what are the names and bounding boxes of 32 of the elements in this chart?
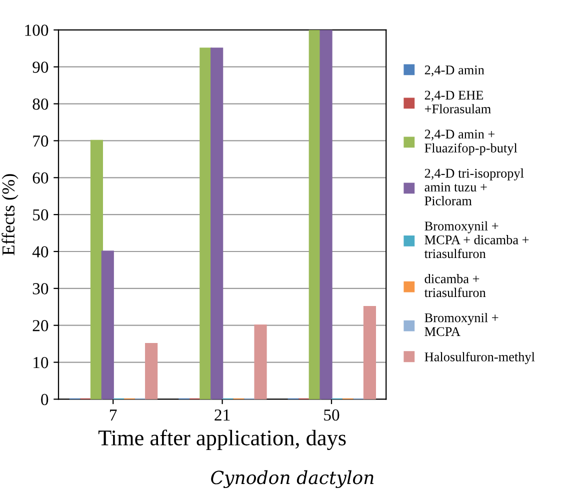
text: Cynodon dactylon (211, 470, 374, 488)
y-tick-label: 100 (25, 24, 48, 36)
y-tick-label: 90 (32, 62, 48, 73)
x-axis-title: Time after application, days (98, 430, 346, 450)
bar (210, 48, 224, 400)
legend-label: Bromoxynil + MCPA + dicamba + triasulfuron (424, 221, 529, 258)
bar (101, 250, 114, 400)
legend-label: 2,4-D amin + Fluazifop-p-butyl (424, 130, 518, 156)
legend-label: 2,4-D EHE +Florasulam (424, 90, 491, 114)
bar (145, 342, 158, 400)
bar (254, 324, 267, 400)
legend-label: Bromoxynil + MCPA (424, 312, 498, 336)
y-tick-label: 50 (33, 209, 48, 221)
x-tick-label: 7 (110, 410, 117, 420)
y-tick-label: 10 (34, 356, 48, 368)
y-tick-label: 0 (41, 394, 48, 406)
y-tick-label: 80 (32, 98, 48, 110)
y-tick-label: 40 (32, 246, 48, 258)
bar (320, 30, 332, 400)
legend-label: 2,4-D amin (424, 66, 484, 76)
y-tick-label: 60 (32, 172, 48, 184)
legend-label: dicamba + triasulfuron (424, 274, 486, 298)
y-axis-title: Effects (%) (2, 174, 18, 256)
bar (90, 140, 104, 400)
y-tick-label: 30 (32, 283, 48, 294)
legend-label: 2,4-D tri-isopropyl amin tuzu + Picloram (424, 168, 524, 206)
bar (363, 306, 376, 400)
x-tick-label: 21 (214, 409, 230, 420)
legend-label: Halosulfuron-methyl (424, 352, 535, 364)
x-tick-label: 50 (324, 409, 340, 421)
y-tick-label: 70 (33, 135, 48, 147)
y-tick-label: 20 (32, 320, 48, 332)
